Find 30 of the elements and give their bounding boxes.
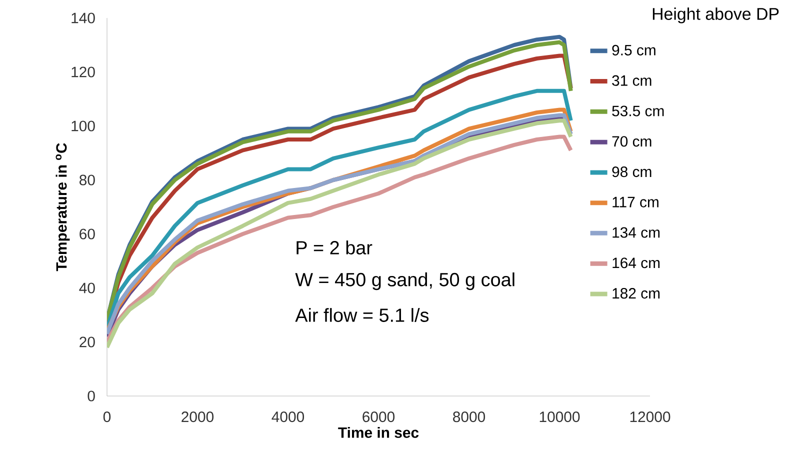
legend-label: 164 cm [612, 258, 660, 268]
legend-label: 134 cm [612, 227, 660, 238]
x-tick-label: 12000 [630, 412, 670, 422]
y-tick-label: 0 [88, 390, 95, 402]
y-tick-label: 80 [80, 174, 95, 186]
x-tick-label: 6000 [362, 412, 395, 422]
x-axis-title: Time in sec [338, 426, 419, 438]
legend-title: Height above DP [652, 8, 779, 24]
annotation: Air flow = 5.1 l/s [295, 308, 429, 322]
legend-label: 70 cm [612, 136, 652, 147]
y-tick-label: 20 [80, 336, 95, 348]
y-tick-label: 100 [72, 120, 95, 132]
y-tick-label: 40 [79, 282, 95, 294]
legend-label: 117 cm [612, 196, 658, 208]
legend-label: 98 cm [612, 166, 652, 178]
legend-label: 9.5 cm [612, 44, 656, 56]
annotation: W = 450 g sand, 50 g coal [295, 272, 514, 290]
legend-label: 182 cm [612, 288, 660, 299]
y-tick-label: 140 [72, 12, 95, 24]
annotation: P = 2 bar [296, 240, 372, 254]
legend-label: 53.5 cm [612, 106, 664, 116]
y-axis-title: Temperature in $^{o}$C [56, 143, 70, 272]
x-tick-label: 4000 [272, 412, 304, 422]
x-tick-label: 8000 [453, 412, 486, 422]
x-tick-label: 10000 [540, 412, 580, 422]
y-tick-label: 60 [80, 228, 95, 240]
legend-label: 31 cm [612, 75, 652, 86]
y-tick-label: 120 [72, 66, 95, 78]
x-tick-label: 0 [103, 412, 111, 422]
x-tick-label: 2000 [182, 412, 214, 422]
